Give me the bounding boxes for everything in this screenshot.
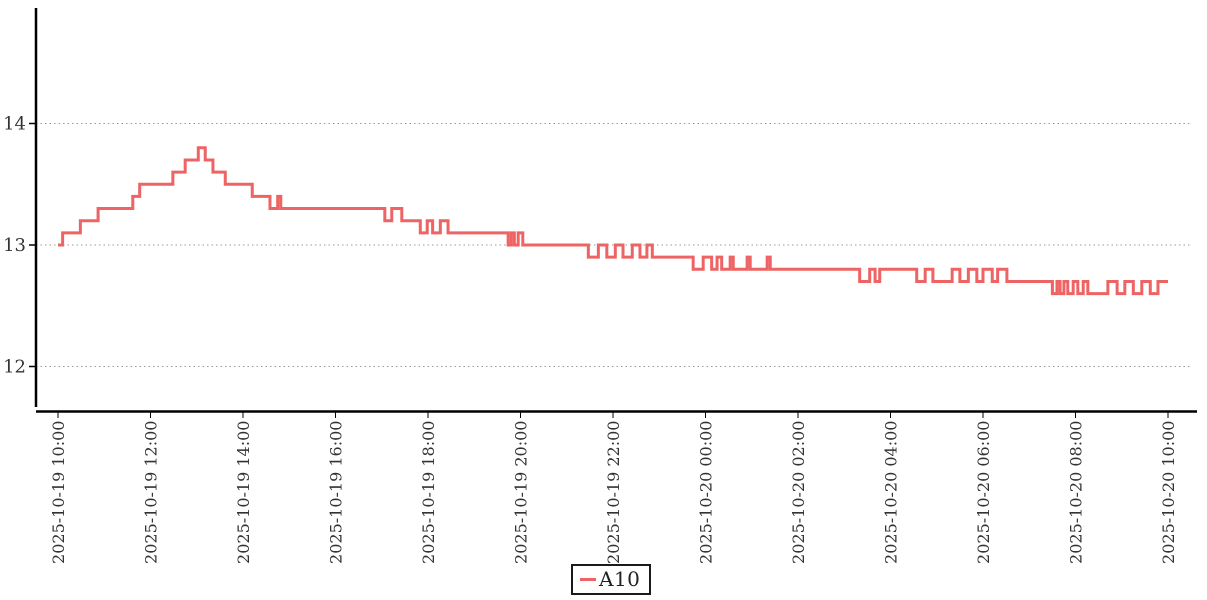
- x-axis-tick-label: 2025-10-19 12:00: [142, 421, 161, 564]
- x-axis-tick-label: 2025-10-19 16:00: [327, 421, 346, 564]
- x-axis-tick-label: 2025-10-20 02:00: [789, 421, 808, 564]
- legend-series-label: A10: [599, 567, 641, 591]
- x-axis-tick-label: 2025-10-19 20:00: [512, 421, 531, 564]
- x-axis-tick-label: 2025-10-19 14:00: [234, 421, 253, 564]
- x-axis-tick-label: 2025-10-19 10:00: [49, 421, 68, 564]
- legend-item-a10[interactable]: A10: [571, 564, 652, 595]
- x-axis-tick-label: 2025-10-20 04:00: [882, 421, 901, 564]
- legend-line-swatch: [580, 577, 596, 581]
- series-line-a10: [58, 146, 1168, 296]
- x-axis-tick-label: 2025-10-20 08:00: [1067, 421, 1086, 564]
- x-axis-tick-label: 2025-10-20 06:00: [974, 421, 993, 564]
- x-axis-tick-label: 2025-10-19 22:00: [604, 421, 623, 564]
- y-axis-tick-label: 12: [3, 357, 26, 378]
- x-axis-tick-label: 2025-10-20 10:00: [1159, 421, 1178, 564]
- y-axis-tick-label: 14: [3, 114, 26, 135]
- x-axis-tick-label: 2025-10-19 18:00: [419, 421, 438, 564]
- y-axis-tick-label: 13: [3, 235, 26, 256]
- x-axis-tick-label: 2025-10-20 00:00: [697, 421, 716, 564]
